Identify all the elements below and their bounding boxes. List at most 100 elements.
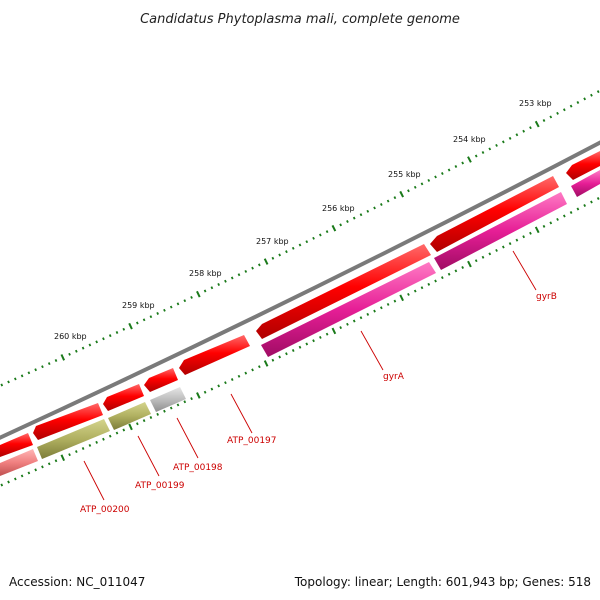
inner-ruler-minor-tick: [251, 368, 254, 372]
inner-ruler-major-tick: [331, 327, 337, 335]
inner-ruler-minor-tick: [169, 406, 173, 410]
inner-ruler-minor-tick: [122, 428, 126, 432]
inner-ruler-minor-tick: [529, 231, 532, 235]
gene-arrow-outer-4[interactable]: [179, 335, 250, 375]
inner-ruler-minor-tick: [278, 355, 281, 359]
gene-bar-ATP_00199[interactable]: [108, 402, 151, 430]
gene-label-ATP_00197: ATP_00197: [227, 436, 277, 446]
inner-ruler-minor-tick: [420, 286, 424, 290]
outer-ruler-minor-tick: [14, 377, 17, 381]
outer-ruler-minor-tick: [359, 213, 363, 217]
gene-bar-gyrB[interactable]: [434, 192, 567, 270]
inner-ruler-minor-tick: [176, 403, 180, 407]
inner-ruler-minor-tick: [346, 322, 349, 326]
outer-ruler-minor-tick: [41, 365, 44, 369]
inner-ruler-minor-tick: [488, 252, 492, 256]
gene-labels: gyrB gyrA ATP_00197 ATP_00198 ATP_00199 …: [80, 292, 557, 515]
inner-ruler-minor-tick: [102, 437, 105, 441]
outer-ruler-minor-tick: [562, 108, 566, 112]
inner-ruler-minor-tick: [224, 381, 227, 385]
outer-ruler-minor-tick: [407, 189, 410, 193]
inner-ruler-minor-tick: [108, 434, 112, 438]
outer-ruler-minor-tick: [596, 90, 600, 94]
outer-ruler-major-tick: [534, 120, 540, 128]
inner-tick-ruler: [0, 197, 600, 487]
outer-ruler-minor-tick: [149, 315, 153, 319]
inner-ruler-minor-tick: [41, 465, 44, 469]
inner-ruler-major-tick: [534, 226, 540, 234]
leader-ATP_00200: [83, 460, 105, 501]
inner-ruler-minor-tick: [373, 309, 376, 313]
inner-ruler-minor-tick: [474, 259, 478, 263]
inner-ruler-minor-tick: [312, 339, 315, 343]
gene-bar-gyrA[interactable]: [261, 262, 436, 357]
inner-ruler-minor-tick: [515, 238, 519, 242]
outer-ruler-minor-tick: [54, 359, 58, 362]
inner-ruler-minor-tick: [454, 269, 458, 273]
gene-arrow-outer-8[interactable]: [0, 433, 33, 457]
inner-ruler-minor-tick: [217, 384, 220, 388]
outer-ruler-minor-tick: [501, 140, 505, 144]
outer-ruler-minor-tick: [447, 168, 451, 172]
inner-ruler-major-tick: [128, 423, 133, 431]
inner-ruler-minor-tick: [271, 358, 275, 362]
outer-ruler-minor-tick: [244, 269, 248, 273]
outer-ruler-minor-tick: [163, 308, 166, 312]
inner-ruler-minor-tick: [569, 211, 573, 214]
outer-ruler-minor-tick: [7, 380, 10, 384]
outer-ruler-minor-tick: [413, 185, 417, 189]
tick-label-259: 259 kbp: [122, 301, 155, 310]
inner-ruler-minor-tick: [556, 217, 559, 221]
inner-ruler-minor-tick: [562, 214, 566, 218]
outer-ruler-major-tick: [331, 224, 337, 232]
outer-ruler-minor-tick: [47, 362, 51, 366]
inner-ruler-minor-tick: [549, 221, 553, 225]
inner-ruler-minor-tick: [115, 431, 119, 435]
inner-ruler-minor-tick: [461, 266, 465, 269]
outer-ruler-minor-tick: [108, 334, 112, 338]
outer-ruler-minor-tick: [136, 321, 139, 325]
outer-ruler-minor-tick: [210, 286, 214, 290]
outer-ruler-minor-tick: [68, 352, 71, 356]
gene-bar-ATP_00200[interactable]: [37, 419, 110, 459]
inner-ruler-minor-tick: [156, 412, 159, 416]
outer-ruler-minor-tick: [542, 119, 546, 123]
inner-ruler-minor-tick: [54, 459, 58, 463]
outer-ruler-major-tick: [196, 290, 201, 298]
gene-arrow-outer-7[interactable]: [33, 403, 103, 440]
outer-ruler-minor-tick: [312, 236, 315, 240]
gene-bar-inner-pink[interactable]: [0, 449, 38, 476]
inner-ruler-minor-tick: [427, 282, 431, 286]
inner-ruler-major-tick: [263, 360, 269, 367]
inner-ruler-minor-tick: [352, 319, 356, 323]
gene-bar-ATP_00198[interactable]: [150, 387, 186, 412]
outer-ruler-minor-tick: [298, 243, 302, 247]
gene-arrow-outer-2[interactable]: [430, 176, 559, 252]
inner-ruler-minor-tick: [183, 400, 187, 404]
gene-arrow-outer-1[interactable]: [566, 151, 600, 180]
outer-ruler-minor-tick: [318, 233, 322, 237]
outer-ruler-minor-tick: [81, 346, 85, 350]
label-leader-lines: [83, 250, 537, 501]
inner-ruler-minor-tick: [542, 224, 546, 228]
inner-ruler-minor-tick: [393, 299, 397, 303]
inner-ruler-minor-tick: [325, 332, 329, 336]
outer-ruler-minor-tick: [224, 279, 227, 283]
outer-ruler-major-tick: [467, 156, 472, 163]
gene-arrow-outer-3[interactable]: [256, 244, 431, 339]
tick-label-255: 255 kbp: [388, 170, 421, 179]
outer-ruler-minor-tick: [285, 250, 288, 254]
outer-ruler-minor-tick: [183, 299, 187, 303]
gene-bar-inner-1[interactable]: [571, 170, 600, 197]
outer-ruler-minor-tick: [20, 374, 24, 378]
outer-ruler-minor-tick: [325, 230, 329, 234]
outer-strand-genes: [0, 151, 600, 457]
inner-ruler-minor-tick: [88, 443, 92, 447]
inner-ruler-minor-tick: [14, 477, 17, 481]
gene-arrow-outer-5[interactable]: [144, 368, 178, 392]
outer-ruler-minor-tick: [142, 318, 146, 322]
gene-arrow-outer-6[interactable]: [103, 384, 144, 411]
outer-ruler-minor-tick: [169, 305, 173, 309]
inner-ruler-minor-tick: [237, 374, 241, 378]
